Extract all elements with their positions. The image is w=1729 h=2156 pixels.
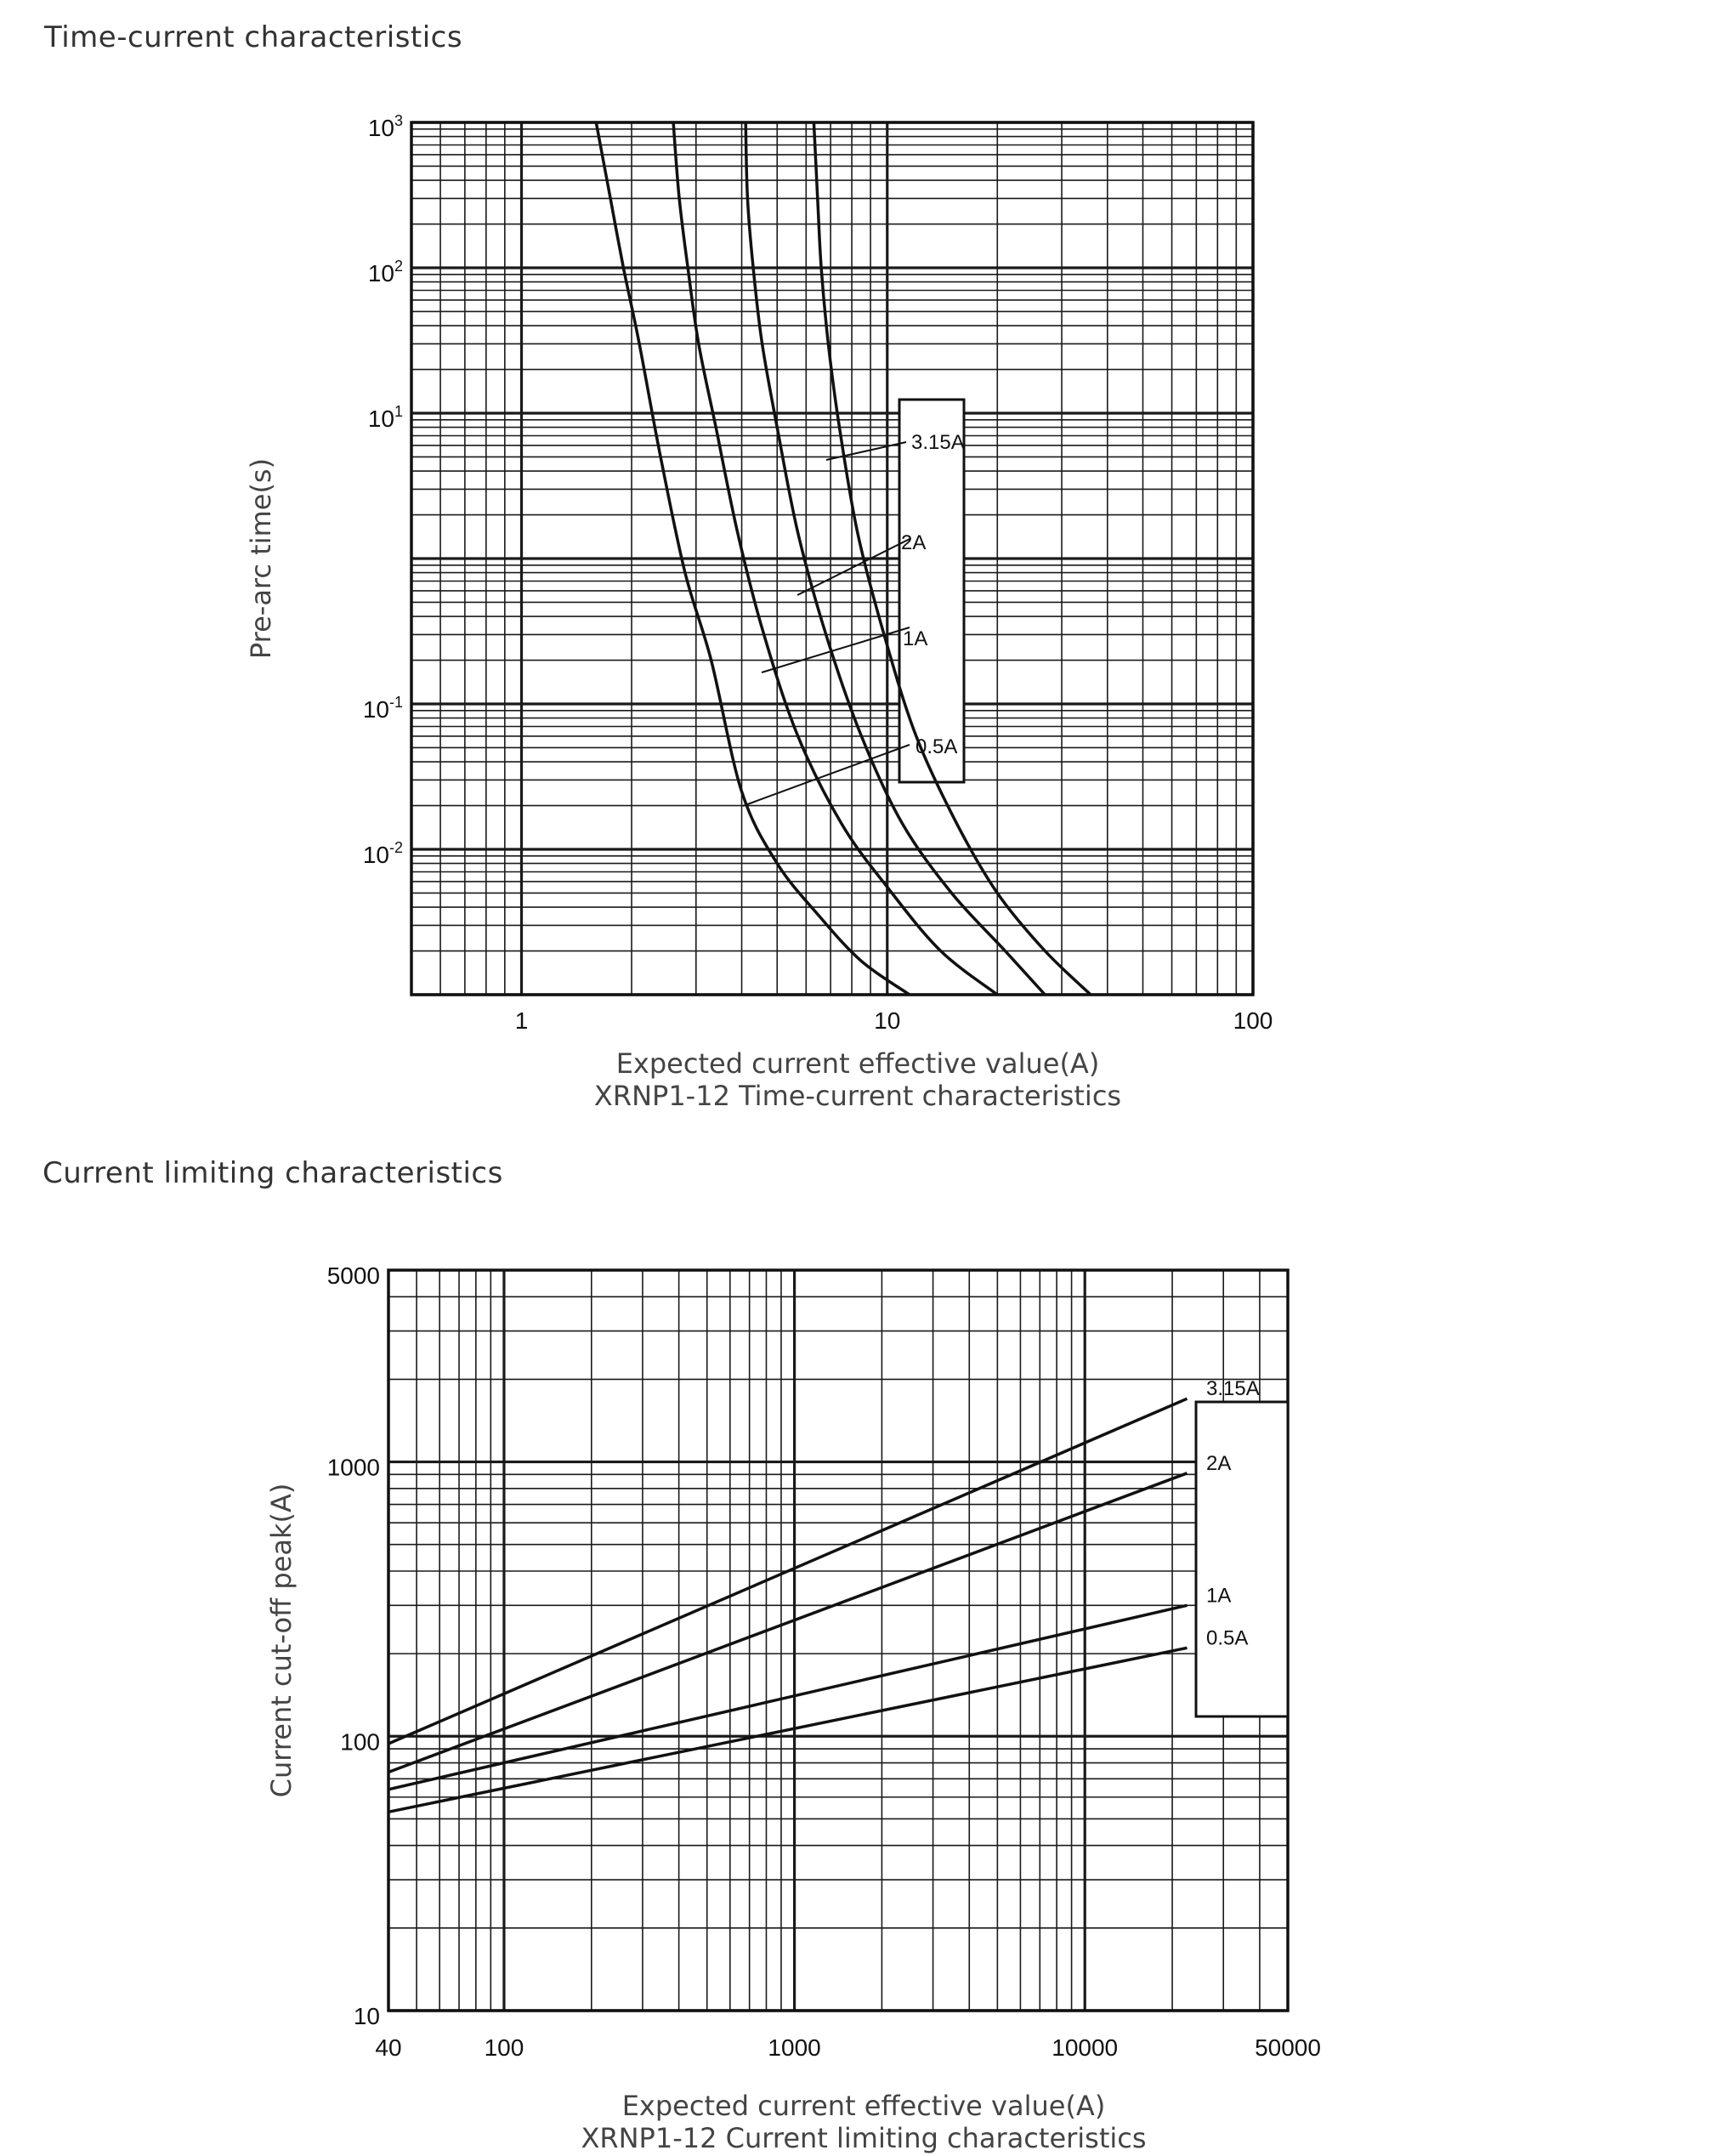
current-limiting-y-tick-label: 5000	[327, 1262, 380, 1289]
time-current-legend-label-3.15A: 3.15A	[911, 431, 965, 454]
current-limiting-section-title: Current limiting characteristics	[43, 1156, 503, 1190]
time-current-legend-label-0.5A: 0.5A	[916, 735, 957, 758]
time-current-legend-label-2A: 2A	[901, 531, 926, 554]
current-limiting-chart: 40 100 1000 10000 50000 5000 1000 100 10 Expected…	[265, 1262, 1321, 2154]
time-current-plot-frame	[410, 121, 1255, 996]
time-current-x-axis-title: Expected current effective value(A)	[616, 1047, 1100, 1080]
time-current-x-tick-label: 10	[874, 1007, 900, 1034]
current-limiting-y-axis-title: Current cut-off peak(A)	[265, 1484, 298, 1798]
time-current-grid	[411, 121, 1255, 996]
current-limiting-x-tick-label: 1000	[768, 2034, 820, 2061]
current-limiting-x-axis-title: Expected current effective value(A)	[622, 2090, 1106, 2122]
current-limiting-y-tick-label: 1000	[327, 1455, 380, 1481]
current-limiting-series-2A-line	[388, 1472, 1188, 1774]
time-current-chart-title: XRNP1-12 Time-current characteristics	[594, 1080, 1121, 1112]
current-limiting-legend-box	[1194, 1400, 1290, 1718]
time-current-leader-1A	[761, 627, 910, 673]
time-current-y-tick-label: 101	[368, 403, 403, 432]
current-limiting-legend-label-0.5A: 0.5A	[1206, 1626, 1248, 1649]
current-limiting-grid	[388, 1269, 1289, 2012]
time-current-leader-0.5A	[742, 744, 910, 807]
time-current-legend-box	[898, 398, 966, 784]
time-current-chart: 1 10 100 103 102 101 10-1 10-2 Expected current …	[245, 112, 1273, 1112]
current-limiting-x-tick-label: 40	[375, 2034, 401, 2061]
time-current-y-tick-label: 10-2	[363, 839, 403, 868]
current-limiting-y-tick-label: 10	[354, 2003, 380, 2029]
current-limiting-series-1A-line	[388, 1603, 1188, 1791]
time-current-series-0.5A-line	[594, 122, 910, 996]
time-current-x-tick-label: 1	[515, 1007, 529, 1034]
current-limiting-chart-title: XRNP1-12 Current limiting characteristic…	[581, 2122, 1146, 2154]
time-current-y-tick-label: 103	[368, 112, 403, 141]
time-current-series-1A-line	[672, 122, 999, 996]
time-current-leader-2A	[796, 538, 910, 596]
current-limiting-y-tick-label: 100	[340, 1728, 380, 1755]
time-current-section-title: Time-current characteristics	[44, 20, 463, 54]
current-limiting-x-tick-label: 50000	[1255, 2034, 1321, 2061]
current-limiting-legend-label-1A: 1A	[1206, 1584, 1231, 1607]
time-current-y-axis-title: Pre-arc time(s)	[245, 458, 277, 659]
current-limiting-series-3.15A-line	[388, 1397, 1188, 1745]
time-current-x-tick-label: 100	[1233, 1007, 1273, 1034]
time-current-y-tick-label: 102	[368, 258, 403, 287]
time-current-legend-label-1A: 1A	[903, 627, 927, 650]
current-limiting-x-tick-label: 10000	[1052, 2034, 1118, 2061]
time-current-y-tick-label: 10-1	[363, 694, 403, 723]
current-limiting-legend-label-2A: 2A	[1206, 1452, 1231, 1475]
current-limiting-legend-label-3.15A: 3.15A	[1206, 1377, 1260, 1400]
time-current-series-3.15A-line	[812, 122, 1092, 996]
current-limiting-series-0.5A-line	[388, 1646, 1188, 1814]
current-limiting-plot-frame	[387, 1268, 1290, 2012]
current-limiting-x-tick-label: 100	[485, 2034, 524, 2061]
time-current-leader-3.15A	[825, 441, 907, 461]
